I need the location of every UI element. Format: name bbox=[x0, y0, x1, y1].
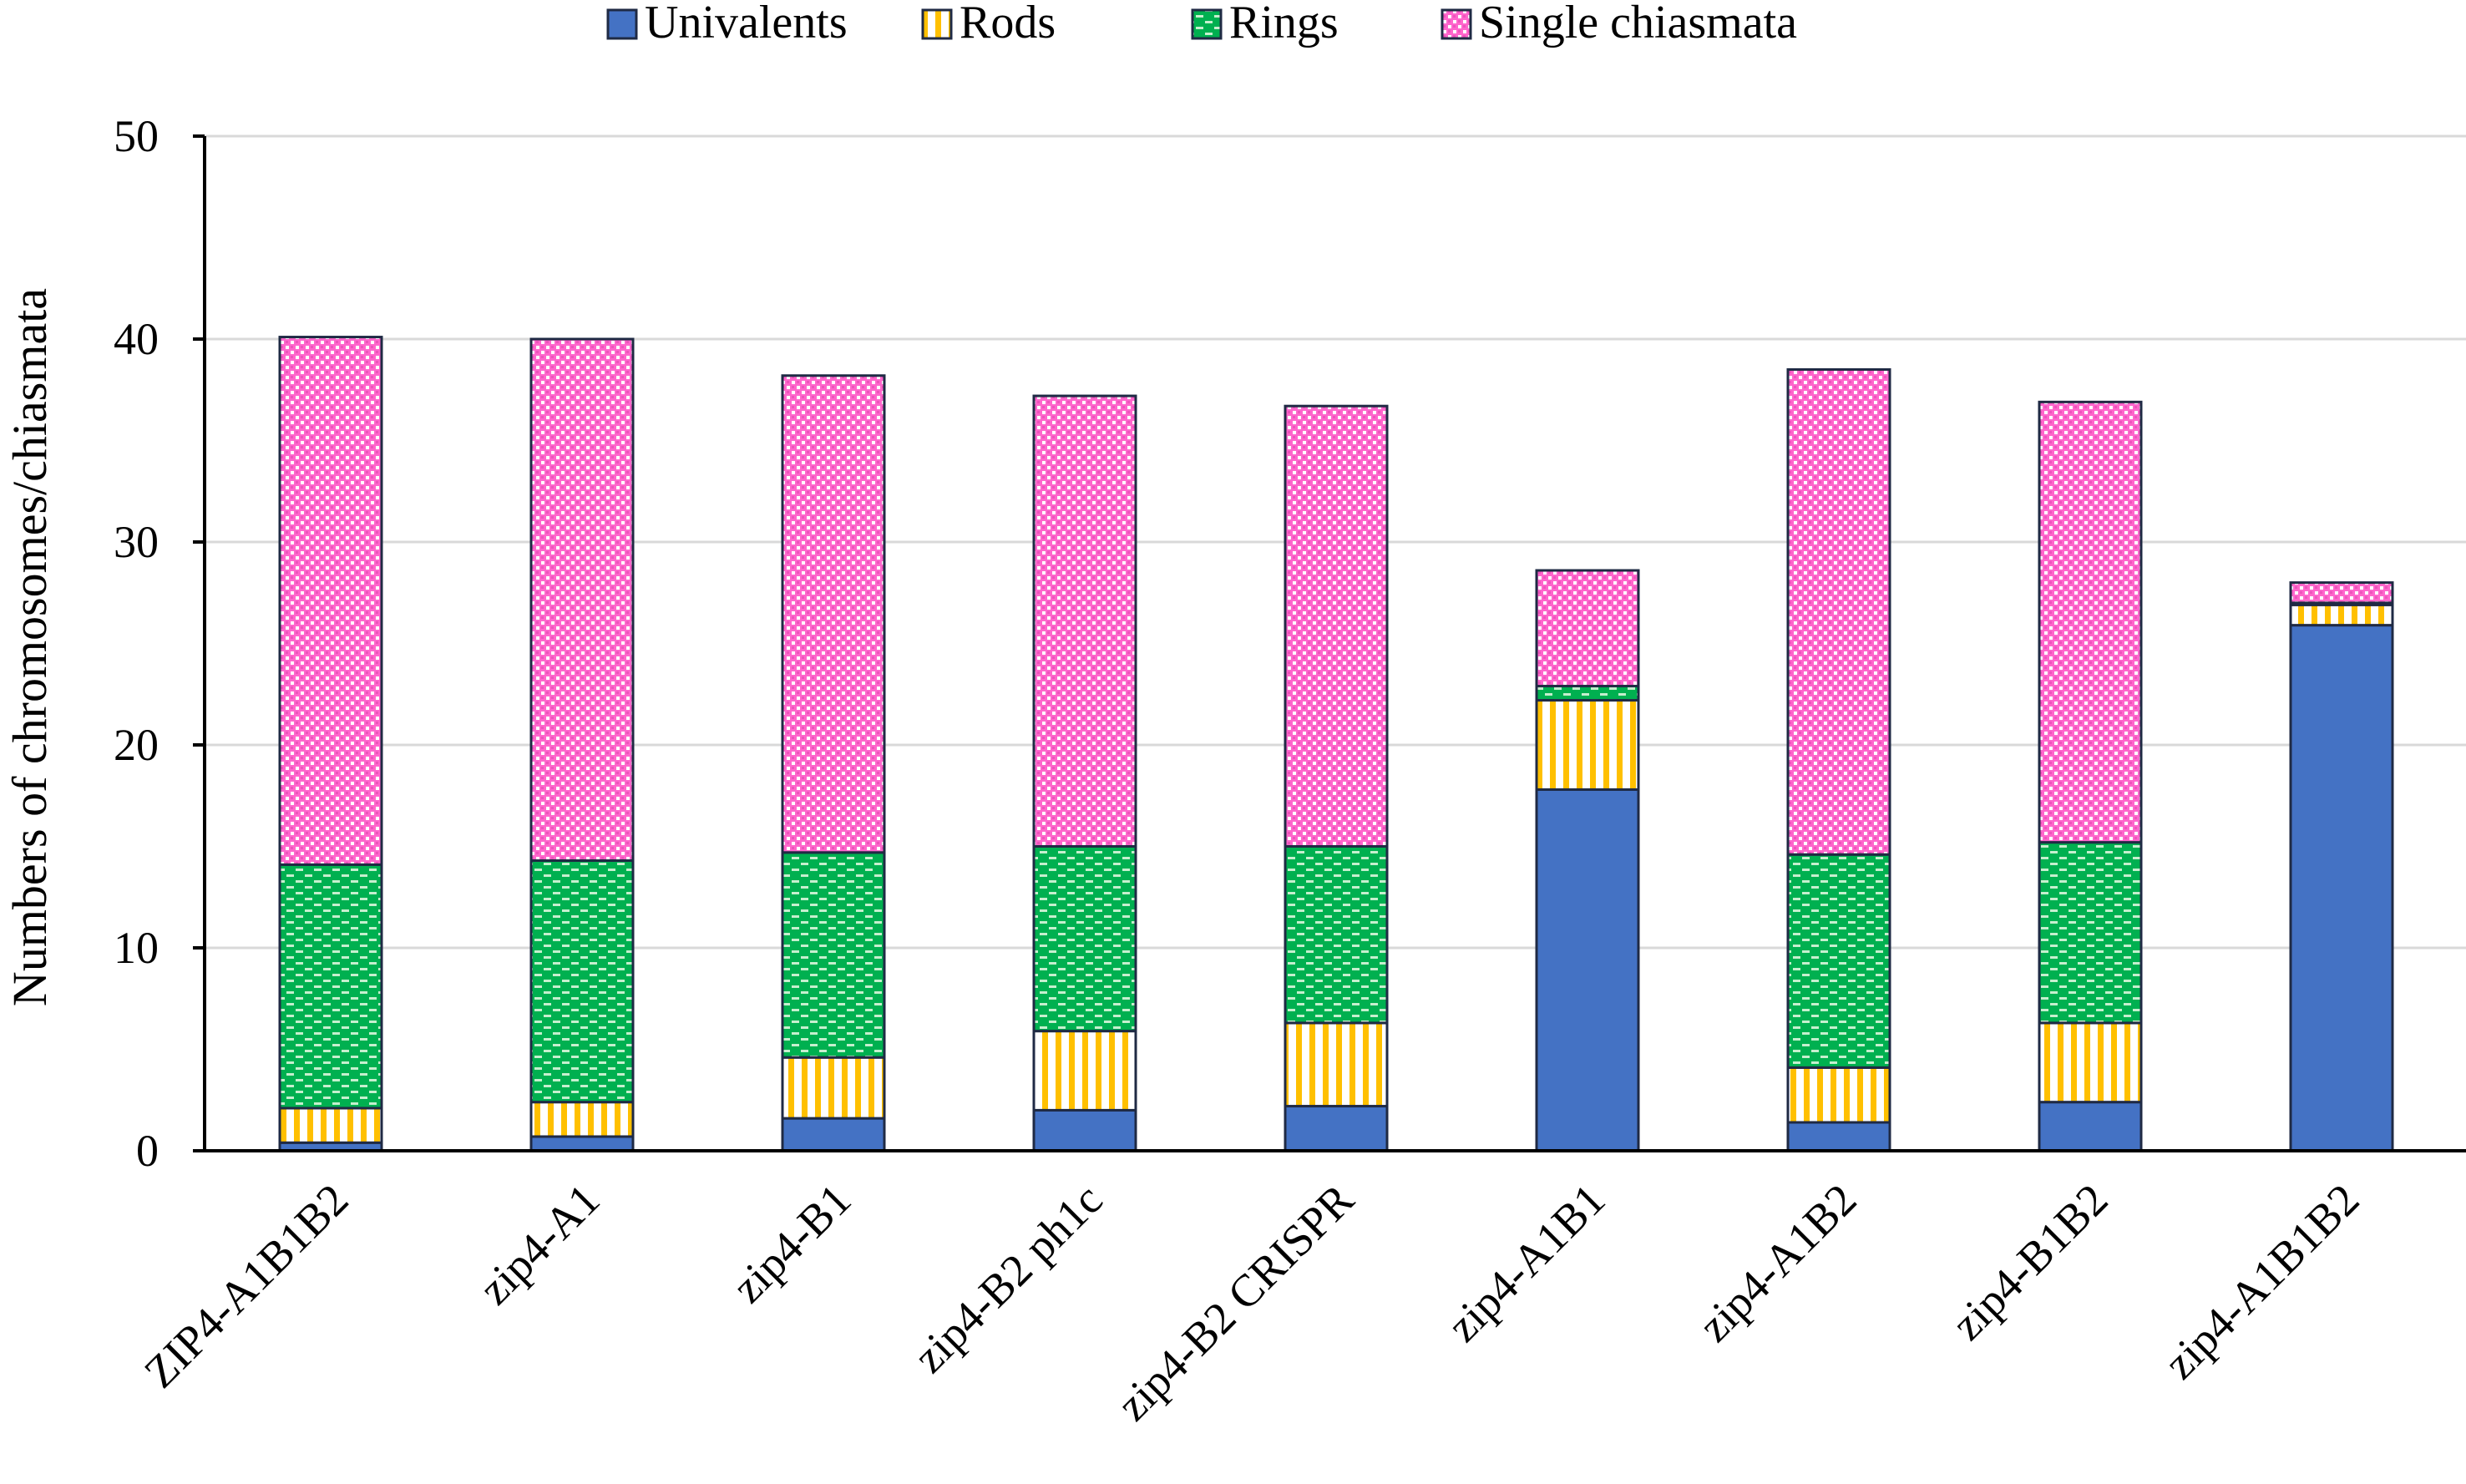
bar-segment-rings bbox=[1535, 685, 1640, 702]
y-axis-title: Numbers of chromosomes/chiasmata bbox=[3, 288, 57, 1006]
bar-segment-rods bbox=[781, 1056, 886, 1120]
legend-item: Rods bbox=[921, 0, 1056, 48]
bar-segment-univalents bbox=[1535, 788, 1640, 1152]
bar-segment-single-chiasmata bbox=[1032, 394, 1137, 848]
bar-segment-single-chiasmata bbox=[781, 374, 886, 854]
bar-stack bbox=[2038, 400, 2143, 1152]
bar-segment-single-chiasmata bbox=[1535, 569, 1640, 688]
bar-segment-univalents bbox=[1032, 1108, 1137, 1152]
y-tick-label: 10 bbox=[114, 923, 159, 973]
bar-segment-rings bbox=[529, 859, 635, 1104]
legend: Univalents Rods Rings Single chiasmata bbox=[606, 0, 1797, 48]
x-category-label: zip4-A1 bbox=[469, 1174, 610, 1314]
bar-stack bbox=[1284, 404, 1389, 1152]
legend-item: Rings bbox=[1191, 0, 1339, 48]
bar-segment-univalents bbox=[1284, 1105, 1389, 1152]
bar-stack bbox=[1032, 394, 1137, 1152]
x-category-label: zip4-A1B1 bbox=[1437, 1174, 1614, 1351]
bar-segment-univalents bbox=[781, 1117, 886, 1152]
legend-label: Univalents bbox=[645, 0, 848, 48]
bar-segment-rods bbox=[1786, 1066, 1891, 1124]
bar-segment-rings bbox=[2038, 841, 2143, 1025]
y-tick-label: 50 bbox=[114, 111, 159, 161]
bar-segment-rods bbox=[2038, 1021, 2143, 1104]
bar-segment-single-chiasmata bbox=[2289, 581, 2394, 605]
bar-stack bbox=[781, 374, 886, 1152]
bar-stack bbox=[529, 337, 635, 1152]
bar-segment-rods bbox=[2289, 603, 2394, 627]
bar-segment-rings bbox=[1032, 845, 1137, 1033]
y-tick-label: 20 bbox=[114, 720, 159, 770]
bar-stack bbox=[2289, 581, 2394, 1152]
x-category-labels: ZIP4-A1B1B2 zip4-A1 zip4-B1 zip4-B2 ph1czip… bbox=[134, 1174, 2368, 1431]
bar-stack bbox=[1786, 367, 1891, 1152]
x-category-label: ZIP4-A1B1B2 bbox=[134, 1174, 357, 1397]
x-category-label: zip4-B1B2 bbox=[1942, 1174, 2117, 1350]
bar-segment-univalents bbox=[529, 1135, 635, 1152]
y-tick-label: 0 bbox=[136, 1126, 159, 1176]
bar-segment-rings bbox=[781, 851, 886, 1059]
bar-segment-rods bbox=[1535, 699, 1640, 791]
legend-swatch bbox=[921, 8, 953, 40]
legend-swatch bbox=[606, 8, 638, 40]
legend-label: Rods bbox=[960, 0, 1056, 48]
bar-segment-univalents bbox=[1786, 1121, 1891, 1152]
bar-segment-rings bbox=[278, 863, 383, 1110]
y-tick-label: 30 bbox=[114, 517, 159, 567]
y-tick-labels: 0 10 20 30 40 50 bbox=[114, 111, 159, 1176]
x-category-label: zip4-B2 CRISPR bbox=[1107, 1174, 1364, 1431]
bar-segment-single-chiasmata bbox=[1786, 367, 1891, 856]
legend-label: Rings bbox=[1229, 0, 1339, 48]
bar-segment-rods bbox=[529, 1101, 635, 1138]
axes bbox=[193, 134, 2466, 1152]
x-category-label: zip4-B1 bbox=[722, 1174, 860, 1312]
legend-swatch bbox=[1441, 8, 1472, 40]
x-category-label: zip4-B2 ph1c bbox=[904, 1174, 1111, 1382]
bar-segment-rings bbox=[1786, 853, 1891, 1069]
bar-segment-rods bbox=[1284, 1021, 1389, 1108]
x-category-label: zip4-A1B1B2 bbox=[2155, 1174, 2369, 1389]
legend-label: Single chiasmata bbox=[1479, 0, 1797, 48]
bar-segment-single-chiasmata bbox=[1284, 404, 1389, 848]
bar-segment-univalents bbox=[2038, 1101, 2143, 1152]
bar-segment-single-chiasmata bbox=[2038, 400, 2143, 844]
bar-stack bbox=[278, 336, 383, 1152]
bar-segment-rings bbox=[1284, 845, 1389, 1025]
bar-segment-single-chiasmata bbox=[529, 337, 635, 863]
bar-segment-univalents bbox=[2289, 624, 2394, 1152]
bar-segment-rods bbox=[278, 1107, 383, 1144]
bar-segment-rods bbox=[1032, 1030, 1137, 1112]
x-category-label: zip4-A1B2 bbox=[1689, 1174, 1866, 1351]
bar-segment-single-chiasmata bbox=[278, 336, 383, 866]
y-tick-label: 40 bbox=[114, 314, 159, 364]
legend-item: Univalents bbox=[606, 0, 848, 48]
bars bbox=[278, 336, 2394, 1152]
legend-swatch bbox=[1191, 8, 1223, 40]
bar-stack bbox=[1535, 569, 1640, 1152]
legend-item: Single chiasmata bbox=[1441, 0, 1797, 48]
